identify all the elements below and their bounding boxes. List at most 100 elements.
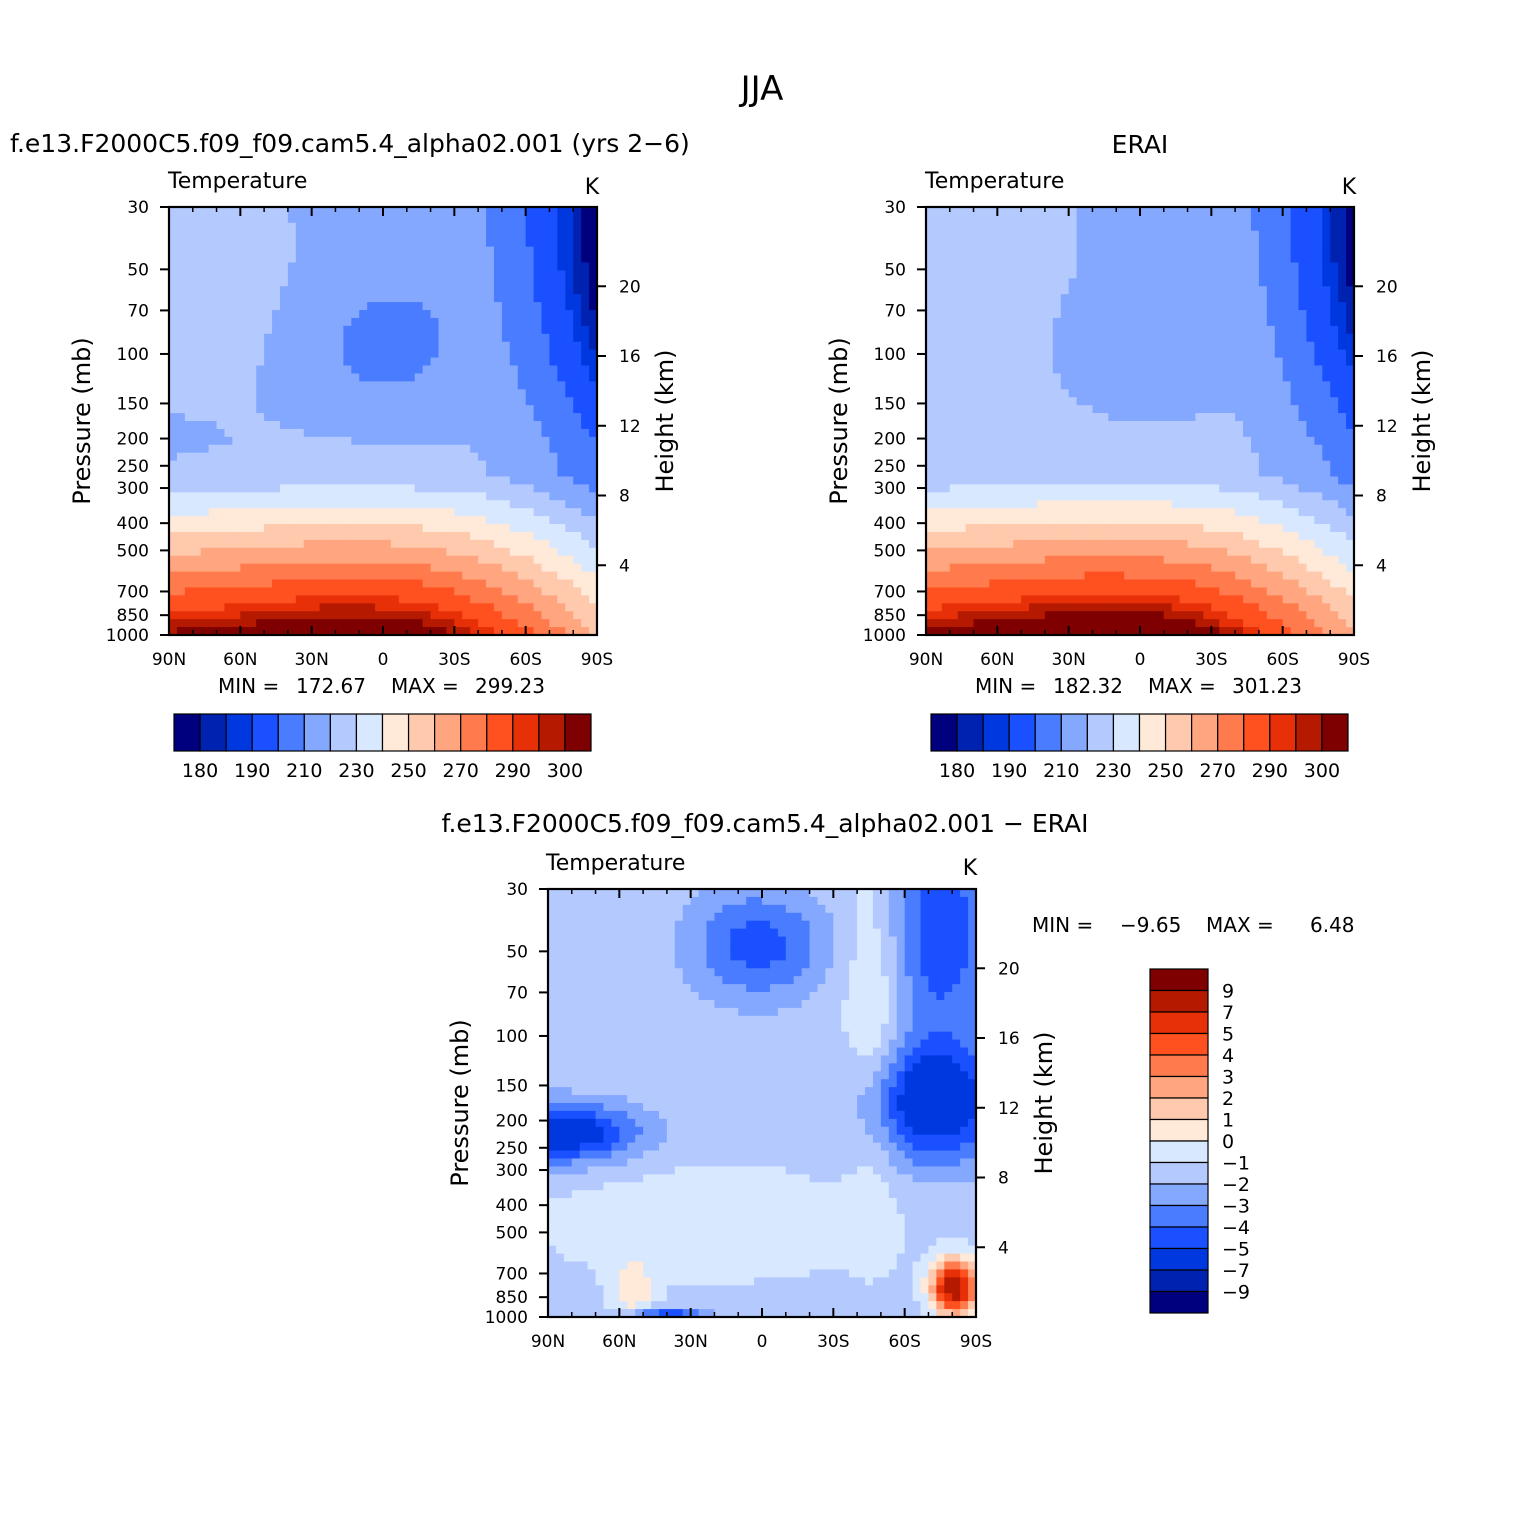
panel-obs-cell bbox=[926, 207, 935, 216]
panel-obs-cell bbox=[1068, 254, 1078, 264]
panel-obs-cell bbox=[1227, 333, 1236, 343]
panel-obs-cell bbox=[1155, 405, 1165, 414]
panel-model-cell bbox=[176, 428, 186, 438]
panel-model-cell bbox=[303, 373, 313, 382]
panel-model-cell bbox=[517, 262, 527, 272]
panel-obs-cell bbox=[997, 357, 1006, 367]
panel-model-cell bbox=[327, 421, 337, 430]
panel-model-cell bbox=[414, 405, 424, 414]
panel-obs-cell bbox=[1314, 317, 1323, 327]
panel-model-cell bbox=[208, 579, 218, 589]
panel-model-cell bbox=[335, 516, 344, 525]
panel-obs-cell bbox=[1346, 381, 1355, 390]
panel-model-cell bbox=[454, 531, 463, 541]
panel-model-cell bbox=[335, 405, 344, 414]
panel-model-cell bbox=[525, 619, 535, 628]
panel-model-cell bbox=[184, 389, 194, 398]
panel-obs-cell bbox=[1021, 230, 1030, 240]
panel-obs-cell bbox=[1322, 214, 1331, 224]
panel-model-cell bbox=[240, 357, 249, 367]
panel-model-cell bbox=[200, 436, 210, 446]
panel-model-cell bbox=[351, 246, 360, 256]
panel-model-cell bbox=[240, 413, 249, 422]
panel-model-cell bbox=[390, 310, 400, 319]
panel-model-cell bbox=[438, 444, 448, 454]
panel-obs-cell bbox=[1266, 333, 1276, 343]
panel-obs-cell bbox=[1140, 270, 1149, 279]
panel-obs-cell bbox=[997, 468, 1006, 478]
panel-obs-cell bbox=[1068, 214, 1078, 224]
panel-model-cell bbox=[525, 587, 535, 596]
panel-obs-cell bbox=[1013, 349, 1022, 359]
panel-obs-cell bbox=[1338, 413, 1347, 422]
panel-obs-cell bbox=[1060, 484, 1070, 493]
panel-obs-cell bbox=[1298, 468, 1308, 478]
panel-model-cell bbox=[414, 302, 424, 311]
panel-model-cell bbox=[248, 405, 257, 414]
panel-obs-cell bbox=[1163, 230, 1173, 240]
panel-obs-cell bbox=[949, 310, 959, 319]
panel-model-cell bbox=[200, 222, 210, 232]
panel-model-cell bbox=[343, 436, 352, 446]
panel-obs-cell bbox=[1266, 405, 1276, 414]
panel-obs-cell bbox=[1346, 238, 1355, 248]
panel-model-cell bbox=[470, 341, 479, 351]
panel-model-cell bbox=[311, 365, 321, 375]
panel-model-cell bbox=[184, 627, 194, 636]
panel-obs-cell bbox=[997, 444, 1006, 454]
panel-obs-cell bbox=[1163, 286, 1173, 295]
panel-obs-cell bbox=[1274, 444, 1284, 454]
panel-model-cell bbox=[581, 365, 590, 375]
panel-obs-cell bbox=[1306, 270, 1315, 279]
panel-model-cell bbox=[224, 413, 234, 422]
panel-obs-cell bbox=[1322, 222, 1331, 232]
panel-model-cell bbox=[319, 278, 329, 287]
panel-model-cell bbox=[462, 627, 471, 636]
panel-obs-cell bbox=[1155, 357, 1165, 367]
panel-obs-cell bbox=[1147, 405, 1157, 414]
panel-model-cell bbox=[541, 413, 551, 422]
panel-obs-cell bbox=[1013, 333, 1022, 343]
panel-model-cell bbox=[232, 222, 241, 232]
panel-obs-cell bbox=[1330, 405, 1339, 414]
panel-obs-cell bbox=[1013, 238, 1022, 248]
panel-model-cell bbox=[303, 444, 313, 454]
panel-obs-cell bbox=[1060, 230, 1070, 240]
panel-model-cell bbox=[422, 619, 432, 628]
panel-model-cell bbox=[589, 238, 598, 248]
panel-obs-cell bbox=[1250, 222, 1260, 232]
panel-obs-cell bbox=[1060, 436, 1070, 446]
panel-model-cell bbox=[462, 587, 471, 596]
panel-model-cell bbox=[295, 516, 305, 525]
panel-model-cell bbox=[430, 579, 440, 589]
panel-model-cell bbox=[383, 302, 392, 311]
panel-obs-cell bbox=[1314, 421, 1323, 430]
panel-model-cell bbox=[303, 436, 313, 446]
panel-obs-cell bbox=[1346, 302, 1355, 311]
panel-model-cell bbox=[216, 524, 226, 533]
panel-obs-cell bbox=[1060, 254, 1070, 264]
panel-model-cell bbox=[335, 246, 344, 256]
panel-obs-cell bbox=[1282, 428, 1292, 438]
panel-obs-cell bbox=[1187, 286, 1197, 295]
panel-model-cell bbox=[375, 325, 384, 335]
panel-obs-cell bbox=[1100, 436, 1109, 446]
panel-model-axes: 90N 60N 30N 0 30S 60S 90S305070100150200250300… bbox=[106, 198, 641, 670]
panel-diff-max-label: MAX = bbox=[1206, 913, 1274, 937]
panel-model-cell bbox=[541, 310, 551, 319]
panel-obs-cell bbox=[1330, 436, 1339, 446]
panel-obs-cell bbox=[1266, 381, 1276, 390]
panel-model-cell bbox=[446, 484, 455, 493]
panel-model-cell bbox=[200, 238, 210, 248]
panel-model-cell bbox=[319, 531, 329, 541]
panel-model-colorbar-box bbox=[381, 713, 410, 752]
panel-model-cell bbox=[256, 333, 265, 343]
panel-model-cell bbox=[319, 357, 329, 367]
panel-obs-cell bbox=[1100, 357, 1109, 367]
panel-model-cell bbox=[525, 373, 535, 382]
panel-obs-cell bbox=[1219, 317, 1228, 327]
panel-model-cell bbox=[390, 278, 400, 287]
panel-model-cell bbox=[367, 500, 376, 509]
panel-obs-cell bbox=[941, 310, 951, 319]
panel-model-cell bbox=[279, 595, 289, 604]
